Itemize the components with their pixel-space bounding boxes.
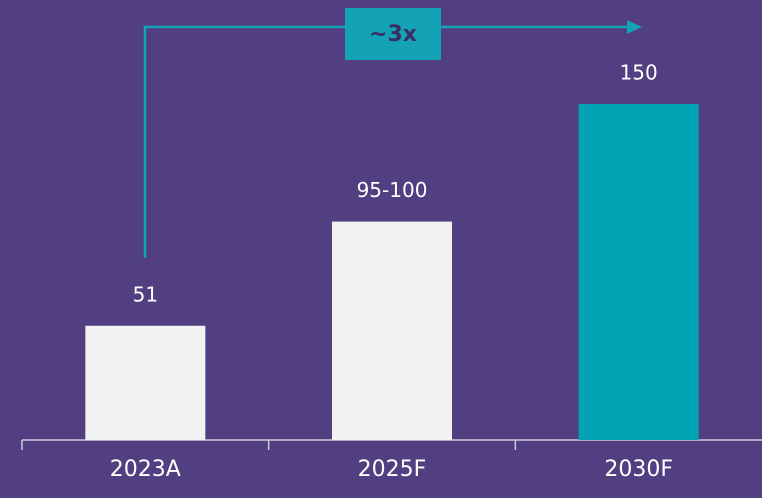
bar [578,104,699,440]
arrow-line [143,25,632,258]
arrow-head [627,20,642,34]
x-tick-label: 2030F [604,457,673,482]
bar [332,221,452,440]
value-label: 51 [133,282,158,306]
x-tick-label: 2023A [110,457,181,482]
growth-arrow [143,25,632,258]
value-label: 95-100 [357,178,428,202]
bar [85,325,206,440]
annotation-box [345,8,441,60]
value-label: 150 [620,61,658,85]
x-tick-label: 2025F [358,457,427,482]
annotation: ~3x [369,22,417,47]
